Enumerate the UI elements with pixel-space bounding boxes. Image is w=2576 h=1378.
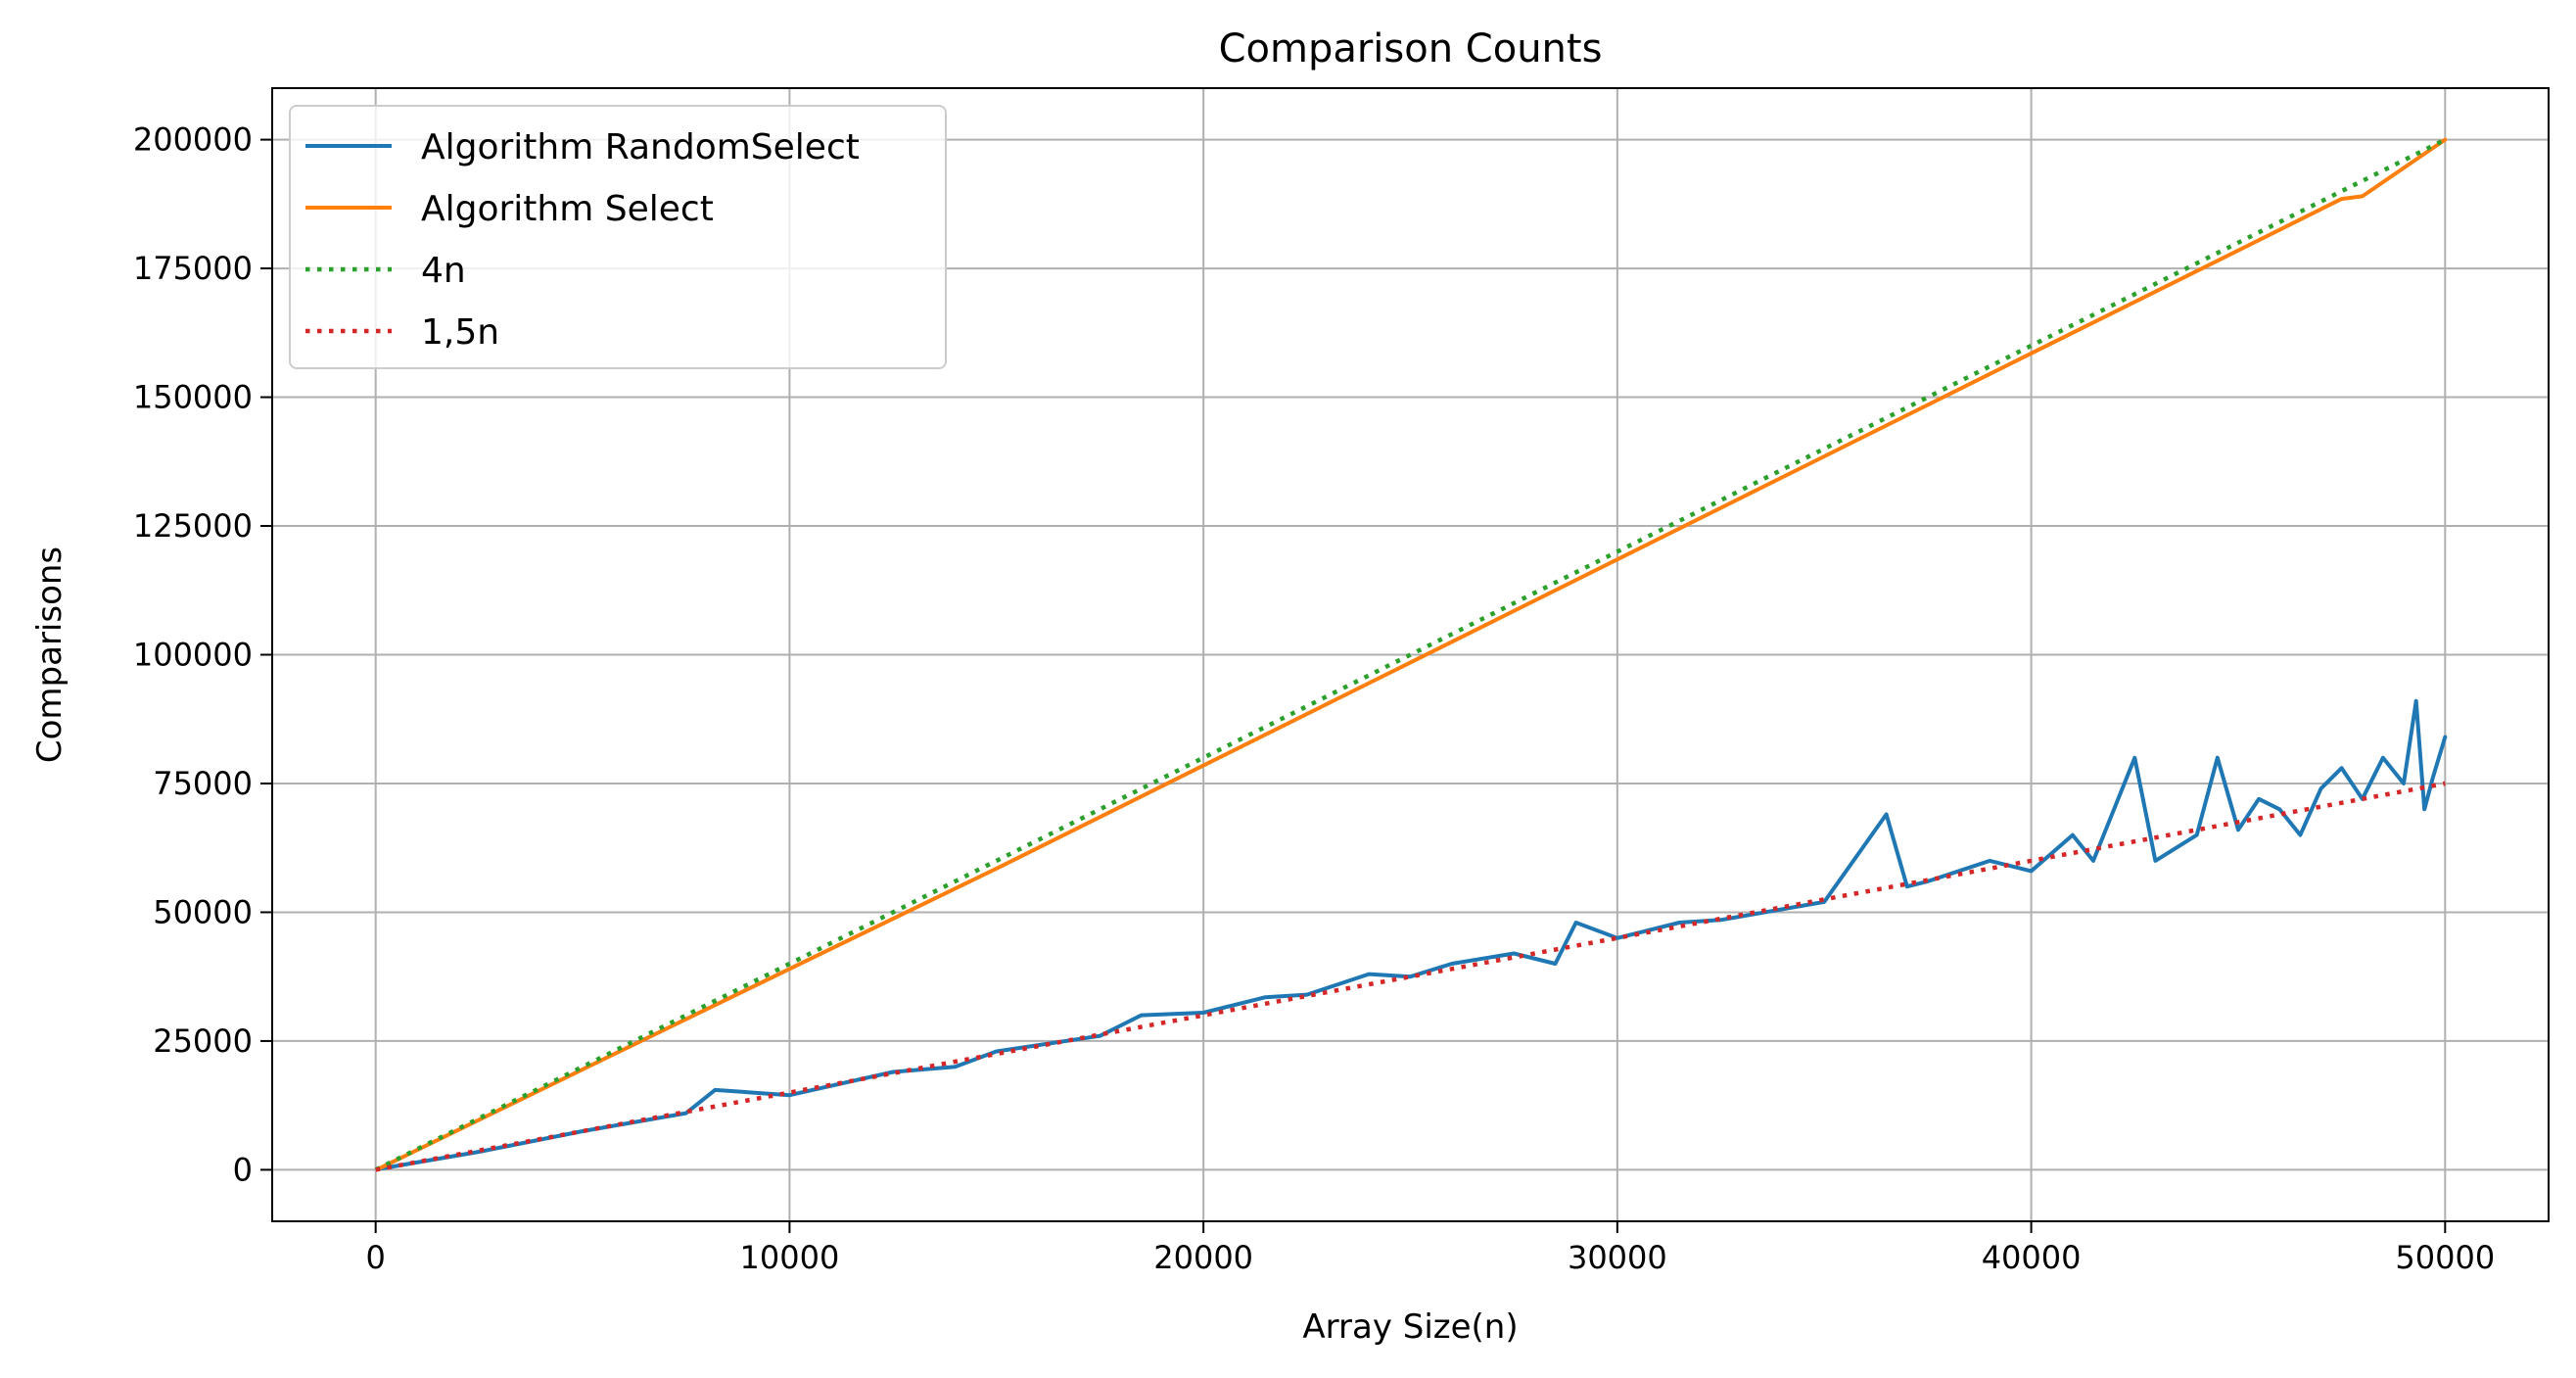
x-axis-label: Array Size(n) [1302, 1307, 1518, 1347]
x-axis: 0 10000 20000 30000 40000 50000 [366, 1221, 2495, 1276]
legend-box [289, 105, 947, 369]
legend-label: Algorithm RandomSelect [421, 127, 860, 167]
series-line-2 [374, 137, 2447, 1172]
x-tick-label: 0 [366, 1239, 386, 1276]
x-tick-label: 40000 [1982, 1239, 2082, 1276]
legend-label: Algorithm Select [421, 189, 714, 229]
series-line-1 [377, 137, 2448, 1170]
y-tick-label: 50000 [153, 893, 253, 930]
y-tick-label: 150000 [133, 379, 253, 416]
y-tick-label: 125000 [133, 507, 253, 545]
y-tick-label: 100000 [133, 637, 253, 674]
y-tick-label: 75000 [153, 765, 253, 802]
x-tick-label: 30000 [1568, 1239, 1667, 1276]
legend-label: 4n [421, 251, 466, 291]
y-axis-label: Comparisons [30, 546, 70, 763]
y-axis: 0 25000 50000 75000 100000 125000 150000 175000… [133, 121, 272, 1188]
y-tick-label: 0 [233, 1151, 253, 1188]
plot-area [374, 137, 2448, 1172]
x-tick-label: 10000 [740, 1239, 840, 1276]
y-tick-label: 175000 [133, 250, 253, 287]
y-tick-label: 25000 [153, 1022, 253, 1060]
legend-label: 1,5n [421, 312, 499, 353]
chart-title: Comparison Counts [1219, 26, 1603, 71]
x-tick-label: 50000 [2395, 1239, 2495, 1276]
y-tick-label: 200000 [133, 121, 253, 159]
x-tick-label: 20000 [1153, 1239, 1253, 1276]
legend: Algorithm RandomSelect Algorithm Select 4n… [289, 105, 947, 369]
series-line-3 [375, 781, 2446, 1172]
